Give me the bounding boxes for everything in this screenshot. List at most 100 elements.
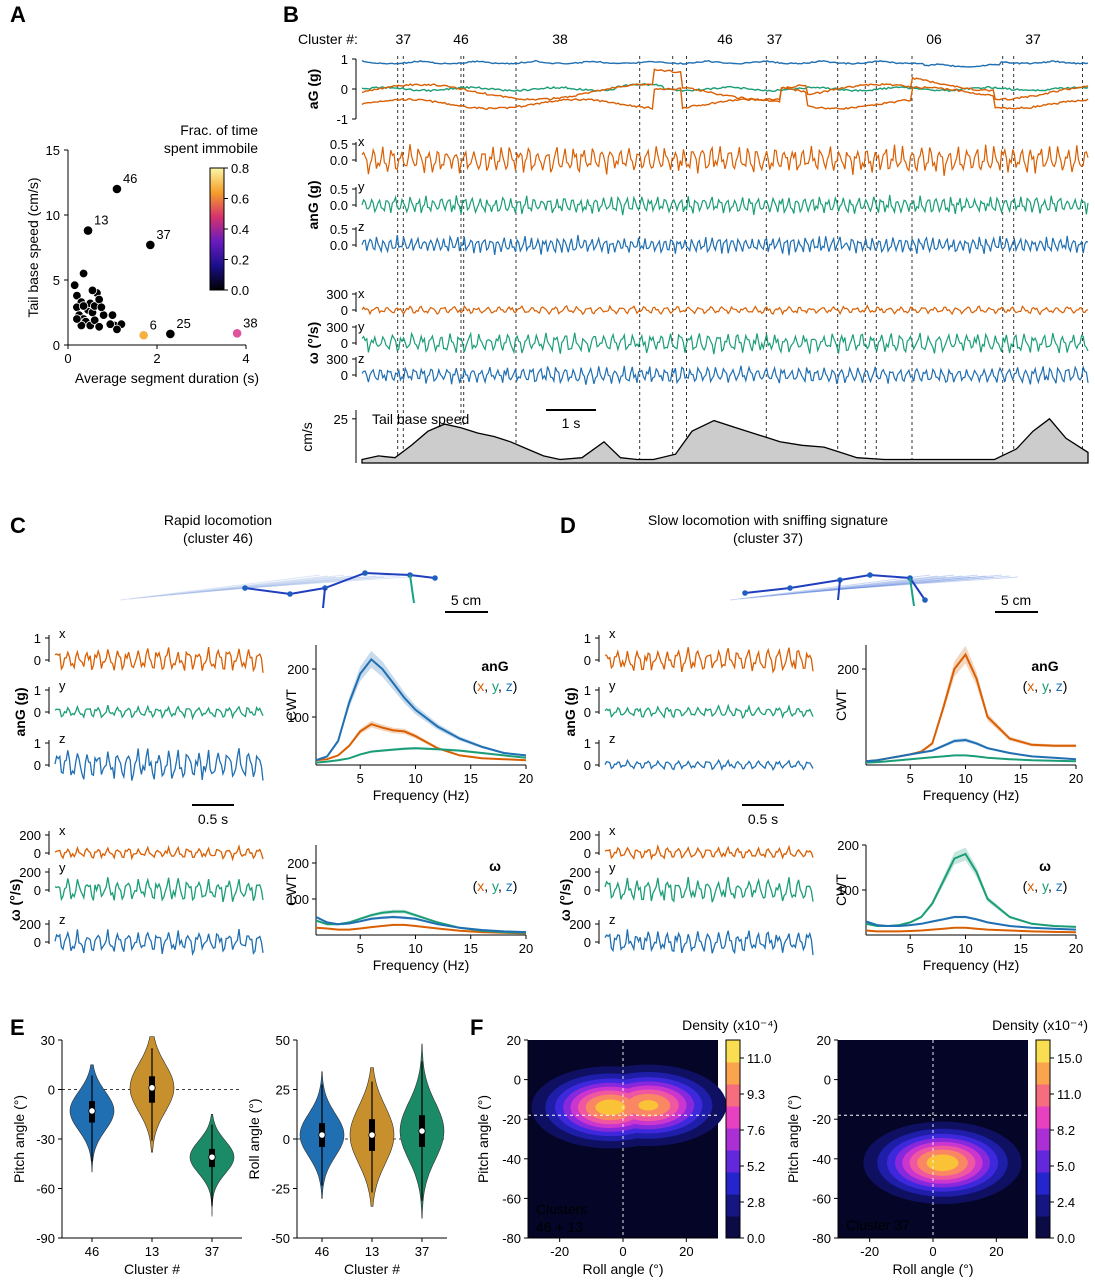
y-tick-label: -50	[271, 1231, 290, 1246]
cwt-line-z	[865, 738, 1077, 763]
anG-x-trace	[604, 647, 814, 674]
panel-title: Rapid locomotion	[164, 512, 272, 528]
skeleton-ghost	[769, 575, 963, 597]
y-tick-label: 1	[341, 52, 348, 67]
heatmap-annotation: Clusters	[536, 1201, 587, 1217]
x-tick-label: 5	[907, 941, 914, 956]
legend-item: x	[477, 678, 484, 694]
omega-y-trace	[361, 331, 1089, 355]
colorbar-tick-label: 11.0	[747, 1051, 771, 1066]
x-tick-label: 37	[205, 1244, 219, 1259]
x-tick-label: 46	[85, 1244, 99, 1259]
y-tick-label: 1	[34, 631, 41, 646]
colorbar-title: Density (x10⁻⁴)	[682, 1017, 778, 1033]
x-tick-label: -20	[550, 1244, 569, 1259]
axis-letter: x	[358, 286, 365, 301]
heatmap-annotation: Cluster 37	[846, 1217, 910, 1233]
panel-letter-B: B	[283, 2, 299, 27]
skeleton-ghost	[129, 575, 329, 600]
heatmap-ylabel: Pitch angle (°)	[475, 1095, 491, 1183]
y-tick-label: -25	[271, 1182, 290, 1197]
y-tick-label: 100	[287, 710, 309, 725]
y-tick-label: 1	[584, 631, 591, 646]
y-tick-label: 200	[287, 856, 309, 871]
omega-y-trace	[54, 877, 264, 903]
legend-item: y	[1042, 678, 1049, 694]
cluster-label: 06	[926, 31, 942, 47]
cwt-line-x	[315, 923, 527, 935]
x-tick-label: 10	[958, 941, 972, 956]
legend-item: ,	[1048, 878, 1056, 894]
axis-letter: x	[358, 134, 365, 149]
x-tick-label: 15	[464, 771, 478, 786]
colorbar-segment	[1036, 1128, 1050, 1151]
y-tick-label: 10	[46, 208, 60, 223]
y-tick-label: -80	[812, 1231, 831, 1246]
axis-letter: z	[358, 351, 365, 366]
colorbar	[209, 167, 225, 291]
y-axis-label: Tail base speed (cm/s)	[25, 177, 41, 317]
skeleton-ghost	[189, 575, 377, 594]
axis-letter: z	[609, 912, 616, 927]
skeleton-ghost	[199, 576, 385, 593]
cwt-line-z	[315, 657, 527, 762]
cwt-xlabel: Frequency (Hz)	[923, 957, 1019, 973]
legend-item: ,	[484, 878, 492, 894]
violin-median	[418, 1127, 426, 1135]
y-tick-label: 200	[19, 917, 41, 932]
skeleton-joint	[287, 591, 293, 597]
cwt-legend-items: (x, y, z)	[1023, 878, 1068, 894]
skeleton-ghost	[829, 575, 1011, 591]
panel-letter-A: A	[10, 2, 26, 27]
legend-item: )	[1063, 678, 1068, 694]
x-tick-label: 15	[464, 941, 478, 956]
y-tick-label: -1	[336, 112, 348, 127]
scatter-point	[72, 290, 82, 301]
y-tick-label: -60	[36, 1182, 55, 1197]
panel-letter-D: D	[560, 513, 576, 538]
scatter-point	[78, 268, 89, 279]
point-label: 25	[176, 316, 190, 331]
colorbar-tick-label: 11.0	[1057, 1087, 1081, 1102]
cwt-legend-items: (x, y, z)	[1023, 678, 1068, 694]
skeleton-ghost	[179, 574, 369, 595]
panel-letter-F: F	[470, 1015, 483, 1040]
axis-letter: z	[59, 912, 66, 927]
cwt-legend-title: ω	[489, 858, 501, 874]
colorbar-title: Density (x10⁻⁴)	[992, 1017, 1088, 1033]
colorbar-tick-label: 5.0	[1057, 1159, 1075, 1174]
omega-x-trace	[604, 843, 814, 861]
colorbar-segment	[726, 1106, 740, 1129]
colorbar-segment	[1036, 1194, 1050, 1217]
y-tick-label: 0	[824, 1073, 831, 1088]
x-tick-label: 10	[408, 771, 422, 786]
cluster-label: 37	[1025, 31, 1041, 47]
legend-item: y	[492, 678, 499, 694]
panel-letter-E: E	[10, 1015, 25, 1040]
axis-letter: z	[609, 731, 616, 746]
x-tick-label: 0	[64, 351, 71, 366]
y-tick-label: 200	[19, 828, 41, 843]
colorbar-tick-label: 7.6	[747, 1123, 765, 1138]
panel-subtitle: (cluster 46)	[183, 530, 253, 546]
anG-y-trace	[604, 703, 814, 720]
y-tick-label: 0.5	[330, 222, 348, 237]
point-label: 13	[94, 213, 108, 228]
cluster-label: 37	[395, 31, 411, 47]
scatter-point	[69, 280, 80, 290]
legend-item: z	[506, 678, 513, 694]
panel-letter-C: C	[10, 513, 26, 538]
scatter-point	[94, 322, 104, 332]
aG-x-trace	[361, 68, 1089, 102]
x-tick-label: 20	[679, 1244, 693, 1259]
cwt-line-z	[315, 915, 527, 934]
skeleton-ghost	[729, 574, 931, 601]
colorbar-segment	[726, 1216, 740, 1239]
scatter-point	[107, 310, 118, 320]
axis-letter: y	[609, 678, 616, 693]
colorbar-tick-label: 0.0	[231, 283, 249, 298]
cwt-legend-title: anG	[1031, 658, 1058, 674]
y-tick-label: 0	[341, 303, 348, 318]
skeleton-ghost	[799, 575, 987, 594]
colorbar-segment	[726, 1128, 740, 1151]
